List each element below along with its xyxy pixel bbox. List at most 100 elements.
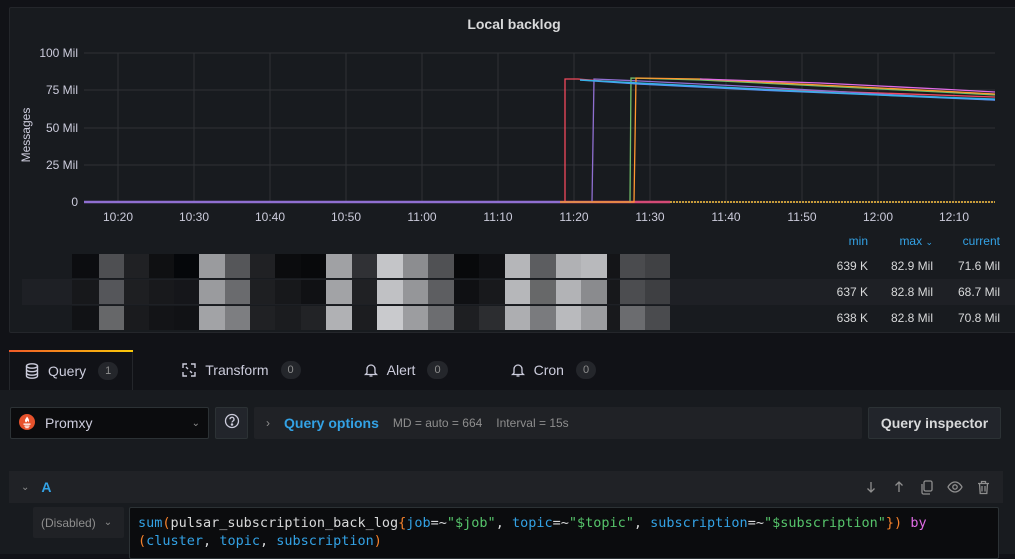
- eye-icon[interactable]: [947, 479, 963, 495]
- series-lines: [84, 78, 995, 202]
- query-options-label: Query options: [284, 415, 379, 431]
- legend-series-name-redacted: [72, 280, 732, 304]
- code-label: topic: [219, 533, 260, 549]
- chevron-right-icon: ›: [266, 416, 270, 430]
- datasource-picker[interactable]: Promxy ⌄: [10, 407, 209, 439]
- promql-query-editor[interactable]: sum(pulsar_subscription_back_log{job=~"$…: [129, 507, 999, 559]
- tab-transform-label: Transform: [205, 362, 268, 378]
- svg-text:11:30: 11:30: [635, 210, 664, 224]
- tab-cron-count: 0: [576, 361, 596, 379]
- tab-cron-label: Cron: [534, 362, 564, 378]
- move-down-icon[interactable]: [863, 479, 879, 495]
- legend-max: 82.8 Mil: [868, 285, 933, 299]
- code-label: topic: [512, 515, 553, 531]
- svg-text:12:00: 12:00: [863, 210, 893, 224]
- query-options-md: MD = auto = 664: [393, 416, 482, 430]
- code-brace: }: [886, 515, 894, 531]
- legend-row[interactable]: 638 K 82.8 Mil 70.8 Mil: [22, 305, 1015, 331]
- legend-series-name-redacted: [72, 306, 732, 330]
- question-circle-icon: [224, 413, 240, 434]
- query-mode-select[interactable]: (Disabled) ⌄: [33, 507, 124, 538]
- code-string: "$job": [447, 515, 496, 531]
- tab-query-label: Query: [48, 363, 86, 379]
- legend-max: 82.9 Mil: [868, 259, 933, 273]
- legend-max: 82.8 Mil: [868, 311, 933, 325]
- code-op: =~: [431, 515, 447, 531]
- bell-icon: [510, 362, 526, 378]
- query-row-header[interactable]: ⌄ A: [9, 471, 1003, 503]
- code-string: "$topic": [569, 515, 634, 531]
- code-paren: (: [162, 515, 170, 531]
- svg-text:11:10: 11:10: [483, 210, 512, 224]
- code-op: =~: [553, 515, 569, 531]
- editor-tabs: Query 1 Transform 0 Alert 0 Cron 0: [9, 350, 610, 390]
- tab-alert-count: 0: [427, 361, 447, 379]
- bell-icon: [363, 362, 379, 378]
- svg-text:11:20: 11:20: [559, 210, 588, 224]
- tab-transform[interactable]: Transform 0: [167, 350, 314, 390]
- datasource-name: Promxy: [45, 415, 92, 431]
- query-mode-value: (Disabled): [41, 516, 96, 530]
- code-comma: ,: [496, 515, 512, 531]
- legend-col-max[interactable]: max ⌄: [868, 234, 933, 248]
- grid-horizontal: [84, 53, 995, 202]
- svg-text:50 Mil: 50 Mil: [46, 121, 78, 135]
- move-up-icon[interactable]: [891, 479, 907, 495]
- trash-icon[interactable]: [975, 479, 991, 495]
- query-body: (Disabled) ⌄ sum(pulsar_subscription_bac…: [33, 507, 1015, 559]
- legend-min: 639 K: [818, 259, 868, 273]
- legend-values: 639 K 82.9 Mil 71.6 Mil: [818, 259, 1000, 273]
- prometheus-icon: [19, 414, 35, 433]
- svg-text:11:40: 11:40: [711, 210, 740, 224]
- transform-icon: [181, 362, 197, 378]
- query-options-toggle[interactable]: › Query options MD = auto = 664 Interval…: [254, 407, 862, 439]
- datasource-help-button[interactable]: [215, 407, 248, 439]
- duplicate-icon[interactable]: [919, 479, 935, 495]
- legend-values: 637 K 82.8 Mil 68.7 Mil: [818, 285, 1000, 299]
- tab-alert[interactable]: Alert 0: [349, 350, 462, 390]
- code-label: subscription: [276, 533, 374, 549]
- legend-min: 637 K: [818, 285, 868, 299]
- tab-query[interactable]: Query 1: [9, 350, 133, 390]
- datasource-row: Promxy ⌄ › Query options MD = auto = 664…: [10, 407, 1015, 439]
- legend-series-name-redacted: [72, 254, 732, 278]
- svg-text:11:50: 11:50: [787, 210, 816, 224]
- code-fn: sum: [138, 515, 162, 531]
- code-paren: ): [894, 515, 902, 531]
- tab-alert-label: Alert: [387, 362, 416, 378]
- legend-min: 638 K: [818, 311, 868, 325]
- svg-text:10:50: 10:50: [331, 210, 361, 224]
- database-icon: [24, 363, 40, 379]
- legend-col-current[interactable]: current: [933, 234, 1000, 248]
- svg-text:11:00: 11:00: [407, 210, 436, 224]
- code-keyword: by: [910, 515, 926, 531]
- tab-transform-count: 0: [281, 361, 301, 379]
- query-inspector-button[interactable]: Query inspector: [868, 407, 1001, 439]
- code-metric: pulsar_subscription_back_log: [171, 515, 399, 531]
- code-paren: (: [138, 533, 146, 549]
- legend-current: 70.8 Mil: [933, 311, 1000, 325]
- legend-col-min[interactable]: min: [818, 234, 868, 248]
- svg-text:10:40: 10:40: [255, 210, 285, 224]
- svg-text:0: 0: [71, 195, 78, 209]
- legend-row[interactable]: 639 K 82.9 Mil 71.6 Mil: [22, 253, 1015, 279]
- svg-text:12:10: 12:10: [939, 210, 969, 224]
- legend-current: 68.7 Mil: [933, 285, 1000, 299]
- legend-current: 71.6 Mil: [933, 259, 1000, 273]
- legend-values: 638 K 82.8 Mil 70.8 Mil: [818, 311, 1000, 325]
- legend-row[interactable]: 637 K 82.8 Mil 68.7 Mil: [22, 279, 1015, 305]
- y-axis-label: Messages: [19, 108, 33, 163]
- query-row-actions: [863, 479, 991, 495]
- chevron-down-icon[interactable]: ⌄: [21, 482, 29, 493]
- legend-table: 639 K 82.9 Mil 71.6 Mil 637 K 82.8 Mil 6…: [22, 253, 1015, 331]
- query-ref-id[interactable]: A: [41, 479, 51, 495]
- query-options-interval: Interval = 15s: [496, 416, 568, 430]
- svg-text:25 Mil: 25 Mil: [46, 158, 78, 172]
- tab-cron[interactable]: Cron 0: [496, 350, 610, 390]
- code-label: cluster: [146, 533, 203, 549]
- code-paren: ): [374, 533, 382, 549]
